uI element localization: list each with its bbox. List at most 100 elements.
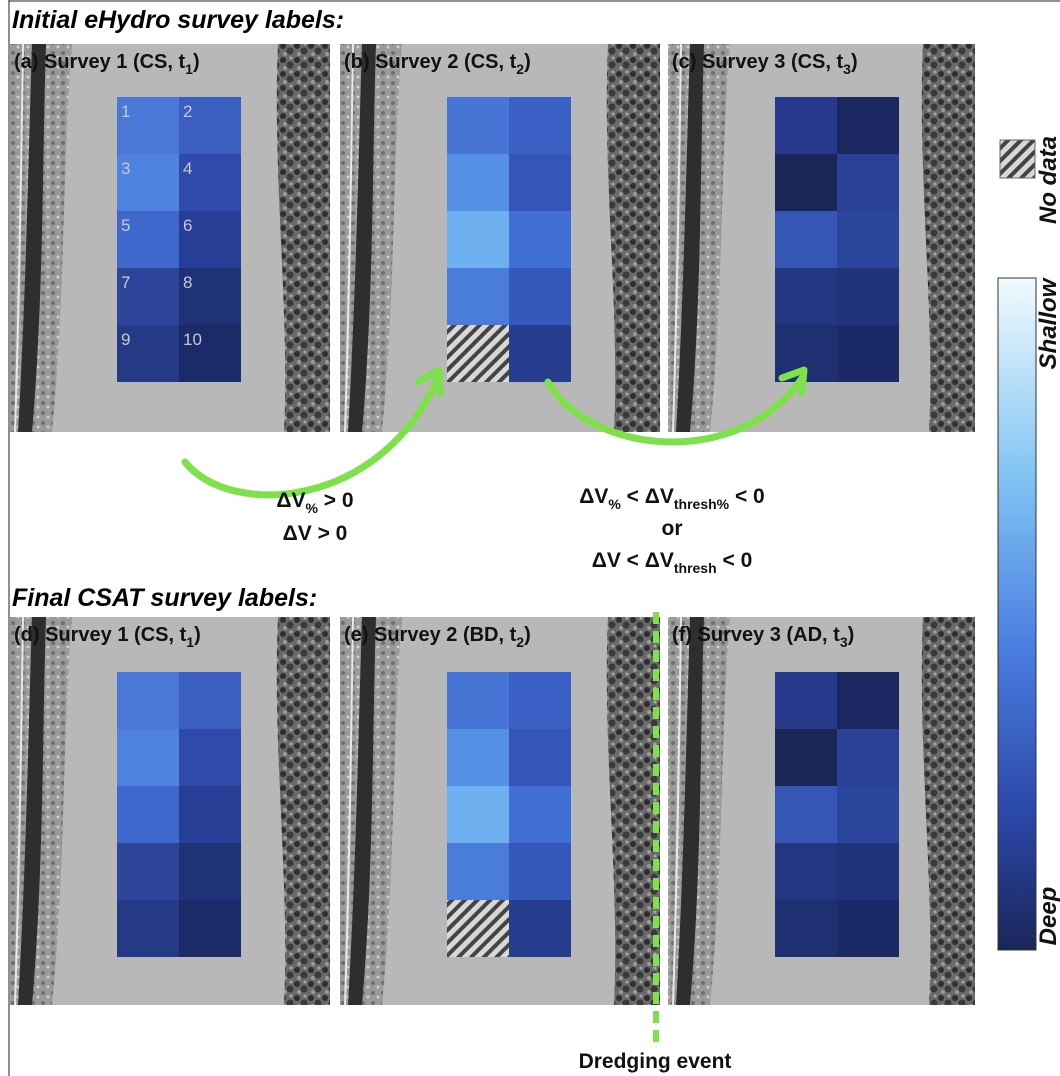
depth-cell (179, 900, 241, 957)
cell-number: 4 (183, 159, 192, 178)
figure: Initial eHydro survey labels: Final CSAT… (0, 0, 1060, 1076)
depth-cell (509, 900, 571, 957)
subscript: thresh (674, 560, 717, 576)
depth-cell (117, 900, 179, 957)
depth-cell (775, 729, 837, 786)
text-piece: ΔV > 0 (283, 522, 348, 545)
condition: ΔV < ΔVthresh < 0 (592, 549, 753, 576)
cell-number: 10 (183, 330, 202, 349)
depth-cell (837, 97, 899, 154)
panels: 12345678910(a) Survey 1 (CS, t1)(b) Surv… (10, 44, 975, 1005)
depth-cell (117, 729, 179, 786)
subscript: 2 (516, 61, 524, 77)
panel: (e) Survey 2 (BD, t2) (340, 617, 660, 1005)
panel: 12345678910(a) Survey 1 (CS, t1) (10, 44, 330, 432)
depth-cell (837, 672, 899, 729)
depth-cell (509, 325, 571, 382)
text-piece: (a) Survey 1 (CS, t (14, 51, 186, 73)
text-piece: (f) Survey 3 (AD, t (672, 624, 840, 646)
panel: (c) Survey 3 (CS, t3) (668, 44, 975, 432)
cell-number: 6 (183, 216, 192, 235)
depth-cell (837, 786, 899, 843)
text-piece: ΔV < ΔV (592, 549, 674, 572)
depth-cell (179, 672, 241, 729)
legend-label: Shallow (1035, 277, 1060, 369)
depth-cell (117, 843, 179, 900)
cell-number: 9 (121, 330, 130, 349)
text-piece: ΔV (276, 489, 305, 512)
depth-cell (509, 154, 571, 211)
subscript: 1 (186, 634, 194, 650)
depth-cell (509, 843, 571, 900)
depth-cell (775, 268, 837, 325)
text-piece: ) (193, 51, 200, 73)
text-piece: ) (851, 51, 858, 73)
depth-cell (775, 843, 837, 900)
formulas: ΔV% > 0ΔV > 0ΔV% < ΔVthresh% < 0orΔV < Δ… (276, 485, 764, 576)
depth-cell (117, 786, 179, 843)
no-data-swatch (1000, 140, 1035, 178)
depth-cell (447, 97, 509, 154)
depth-cell (447, 211, 509, 268)
subscript: % (608, 496, 621, 512)
cell-number: 8 (183, 273, 192, 292)
depth-cell (509, 97, 571, 154)
subscript: 3 (843, 61, 851, 77)
condition: or (662, 517, 683, 540)
depth-cell (775, 154, 837, 211)
text-piece: ) (524, 51, 531, 73)
depth-cell (447, 154, 509, 211)
depth-cell (179, 843, 241, 900)
panel: (d) Survey 1 (CS, t1) (10, 617, 330, 1005)
depth-cell (775, 211, 837, 268)
subscript: thresh% (674, 496, 730, 512)
depth-cell (179, 786, 241, 843)
no-data-cell (447, 325, 509, 382)
depth-cell (509, 268, 571, 325)
text-piece: (e) Survey 2 (BD, t (344, 624, 517, 646)
text-piece: < 0 (717, 549, 753, 572)
depth-cell (837, 211, 899, 268)
text-piece: ) (194, 624, 201, 646)
text-piece: ) (524, 624, 531, 646)
text-piece: (b) Survey 2 (CS, t (344, 51, 517, 73)
cell-number: 5 (121, 216, 130, 235)
depth-cell (837, 843, 899, 900)
depth-cell (179, 729, 241, 786)
depth-cell (837, 154, 899, 211)
text-piece: > 0 (318, 489, 354, 512)
depth-cell (775, 900, 837, 957)
condition: ΔV% < ΔVthresh% < 0 (579, 485, 764, 512)
depth-cell (509, 786, 571, 843)
condition: ΔV > 0 (283, 522, 348, 545)
text-piece: ) (848, 624, 855, 646)
colorbar (998, 278, 1036, 950)
depth-cell (509, 211, 571, 268)
depth-cell (447, 729, 509, 786)
dredging-label: Dredging event (579, 1050, 732, 1073)
text-piece: ΔV (579, 485, 608, 508)
section-title: Initial eHydro survey labels: (12, 6, 344, 34)
depth-cell (117, 672, 179, 729)
depth-cell (447, 672, 509, 729)
text-piece: or (662, 517, 683, 540)
panel: (f) Survey 3 (AD, t3) (668, 617, 975, 1005)
section-title: Final CSAT survey labels: (12, 584, 317, 612)
subscript: 2 (516, 634, 524, 650)
depth-cell (509, 672, 571, 729)
panel: (b) Survey 2 (CS, t2) (340, 44, 660, 432)
cell-number: 1 (121, 102, 130, 121)
subscript: 1 (185, 61, 193, 77)
text-piece: (d) Survey 1 (CS, t (14, 624, 187, 646)
no-data-cell (447, 900, 509, 957)
text-piece: < ΔV (621, 485, 674, 508)
depth-cell (447, 268, 509, 325)
legend-label: No data (1035, 136, 1060, 224)
cell-number: 2 (183, 102, 192, 121)
depth-cell (837, 268, 899, 325)
subscript: 3 (840, 634, 848, 650)
depth-cell (775, 97, 837, 154)
text-piece: (c) Survey 3 (CS, t (672, 51, 844, 73)
condition: ΔV% > 0 (276, 489, 353, 516)
depth-cell (837, 325, 899, 382)
